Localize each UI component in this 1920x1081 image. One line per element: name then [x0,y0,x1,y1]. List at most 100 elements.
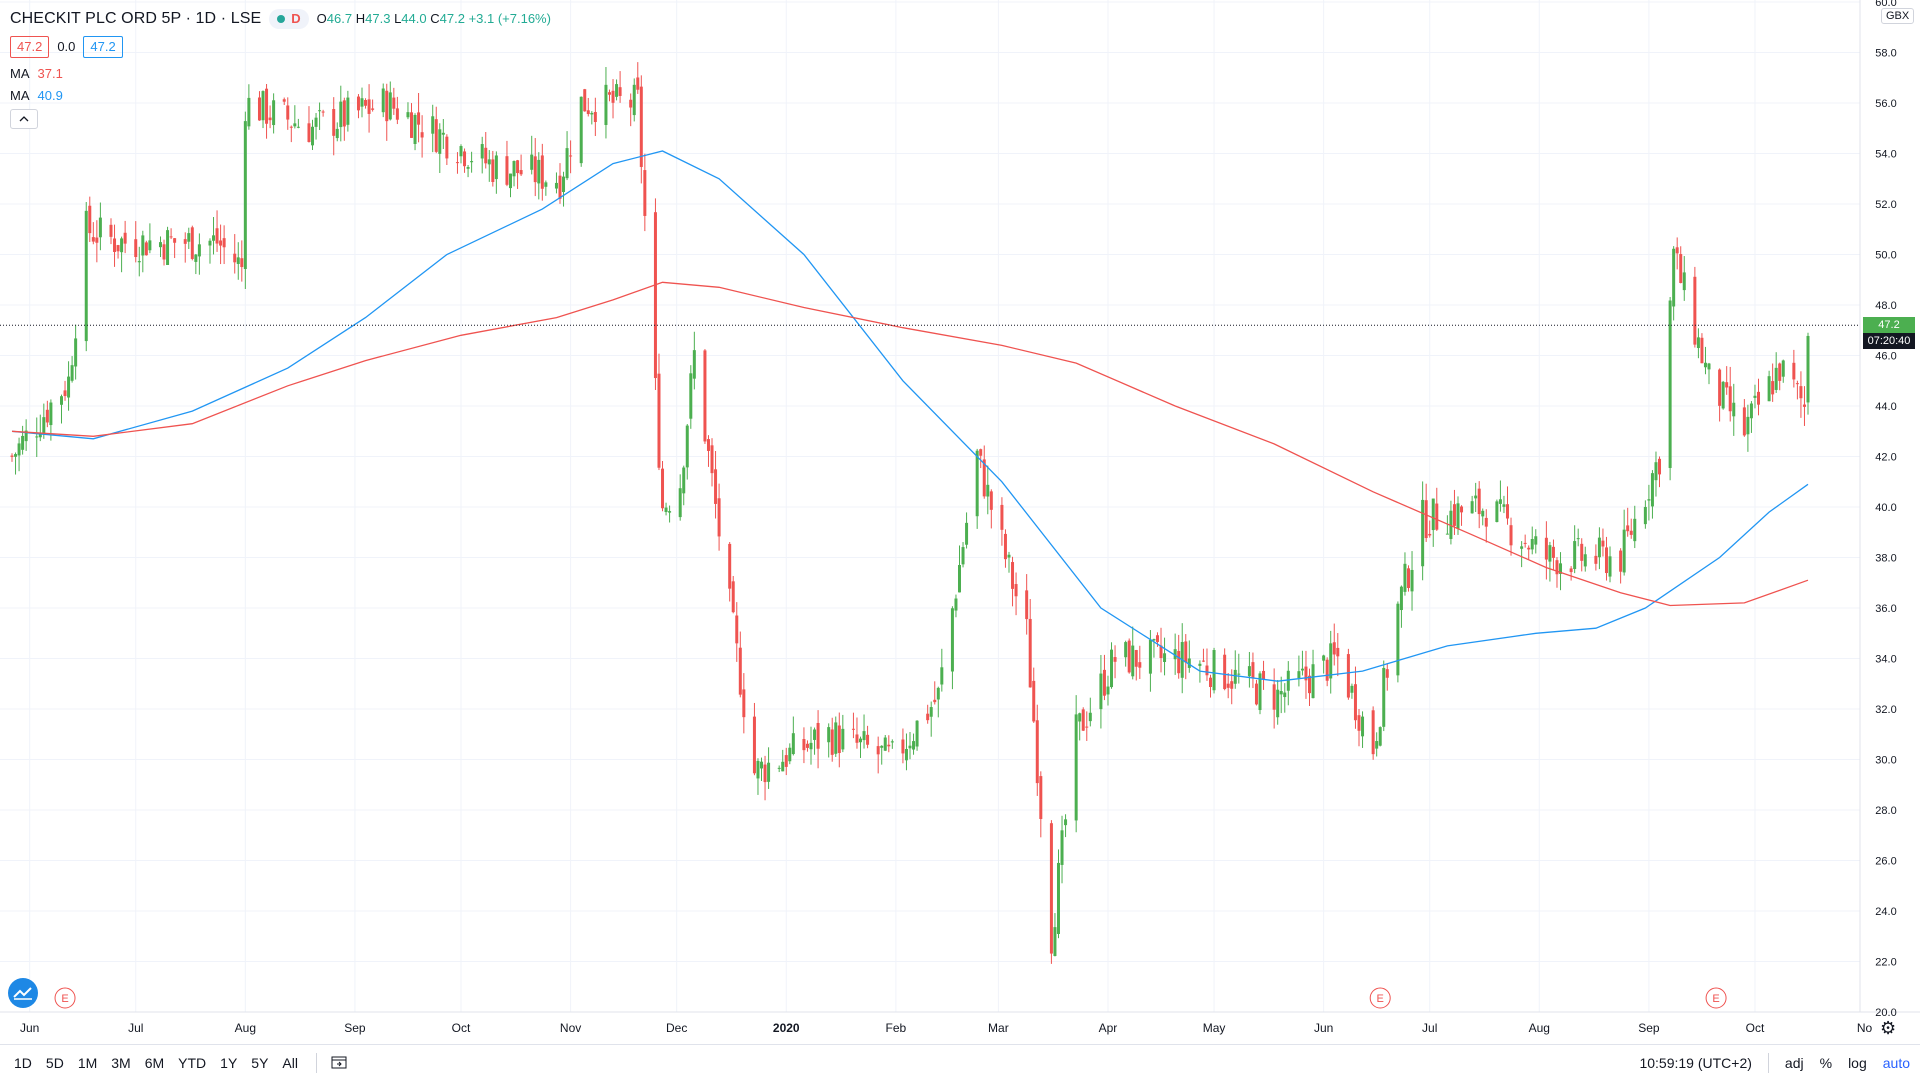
range-6m[interactable]: 6M [144,1055,165,1071]
candle-body [1746,416,1750,435]
candle-body [1003,533,1007,560]
candle-body [887,744,891,747]
candle-body [371,108,375,110]
moving-average-lines [11,150,1809,682]
candle-body [738,647,742,695]
candle-body [530,154,534,170]
range-5d[interactable]: 5D [45,1055,64,1071]
candle-body [1802,404,1806,407]
price-axis-labels: 60.0 58.0 56.0 54.0 52.0 50.0 48.0 46.0 44.0 42.0… [1875,0,1896,1019]
chevron-up-icon[interactable] [10,109,38,129]
candle-body [1792,362,1796,380]
price-tick-label: 34.0 [1875,654,1896,666]
candle-body [162,244,166,260]
tradingview-logo-icon[interactable] [8,978,38,1008]
auto-scale-toggle[interactable]: auto [1882,1055,1910,1071]
percent-toggle[interactable]: % [1819,1055,1833,1071]
candle-body [1039,776,1043,819]
time-tick-label: Jul [128,1021,143,1035]
candle-body [1177,650,1181,674]
candle-body [954,598,958,611]
time-tick-label: No [1857,1021,1873,1035]
candle-body [296,126,300,128]
candle-body [1481,510,1485,517]
candle-body [17,443,21,456]
candle-body [965,522,969,545]
candle-body [1205,665,1209,676]
range-all[interactable]: All [282,1055,298,1071]
candle-body [59,396,63,405]
adj-toggle[interactable]: adj [1784,1055,1804,1071]
candle-body [38,433,42,438]
candle-body [42,417,46,434]
candle-body [1778,363,1782,381]
candle-body [1308,675,1312,694]
range-1m[interactable]: 1M [77,1055,98,1071]
candle-body [982,459,986,497]
candle-body [289,126,293,128]
gear-icon[interactable]: ⚙ [1880,1018,1897,1038]
candle-body [519,170,523,175]
candle-body [1445,533,1449,535]
range-1y[interactable]: 1Y [220,1055,238,1071]
chart-legend: CHECKIT PLC ORD 5P · 1D · LSE D O46.7 H4… [10,9,551,129]
candle-body [137,261,141,263]
ma-legend-fast[interactable]: MA 40.9 [10,88,63,103]
candle-body [632,84,636,116]
candle-body [463,151,467,167]
candle-body [208,240,212,246]
ask-price[interactable]: 47.2 [83,36,123,58]
candle-body [1134,650,1138,667]
candle-body [1654,462,1658,481]
price-chart[interactable]: 60.0 58.0 56.0 54.0 52.0 50.0 48.0 46.0 44.0 42.0… [0,0,1920,1044]
candle-body [148,240,152,251]
time-tick-label: Dec [666,1021,687,1035]
ma-legend-slow[interactable]: MA 37.1 [10,66,63,81]
candle-body [1078,713,1082,722]
candle-body [516,160,520,174]
time-tick-label: Mar [988,1021,1009,1035]
candle-body [876,746,880,755]
calendar-goto-icon[interactable] [331,1055,347,1072]
range-1d[interactable]: 1D [14,1055,32,1071]
currency-label[interactable]: GBX [1881,8,1915,24]
candle-body [1279,691,1283,695]
candle-body [1035,720,1039,784]
candle-body [1573,541,1577,570]
candle-body [1230,681,1234,689]
candle-body [1456,503,1460,529]
symbol-title[interactable]: CHECKIT PLC ORD 5P · 1D · LSE [10,10,262,27]
candle-body [1431,498,1435,531]
candle-body [827,727,831,743]
candle-body [788,747,792,762]
candle-body [830,729,834,755]
candle-body [49,402,53,426]
candle-body [1806,335,1810,403]
range-ytd[interactable]: YTD [178,1055,207,1071]
clock-time[interactable]: 10:59:19 (UTC+2) [1639,1055,1752,1071]
market-status-badge[interactable]: D [269,9,309,29]
range-5y[interactable]: 5Y [251,1055,269,1071]
candle-body [1527,547,1531,550]
ohlc-values: O46.7 H47.3 L44.0 C47.2 +3.1 (+7.16%) [316,11,551,26]
candle-body [781,761,785,772]
log-toggle[interactable]: log [1848,1055,1867,1071]
candle-body [1774,367,1778,390]
range-3m[interactable]: 3M [111,1055,131,1071]
candle-body [933,699,937,703]
candle-body [1520,546,1524,549]
candle-body [1658,458,1662,475]
candle-body [1209,677,1213,687]
candle-body [1505,504,1509,519]
candle-body [183,239,187,244]
candle-body [441,132,445,135]
candle-body [1406,568,1410,589]
candle-body [1509,525,1513,546]
candle-body [936,687,940,700]
price-tick-label: 58.0 [1875,48,1896,60]
candle-body [1350,685,1354,693]
candle-body [604,84,608,125]
candle-body [767,762,771,782]
candle-body [1633,518,1637,542]
bid-price[interactable]: 47.2 [10,36,50,58]
